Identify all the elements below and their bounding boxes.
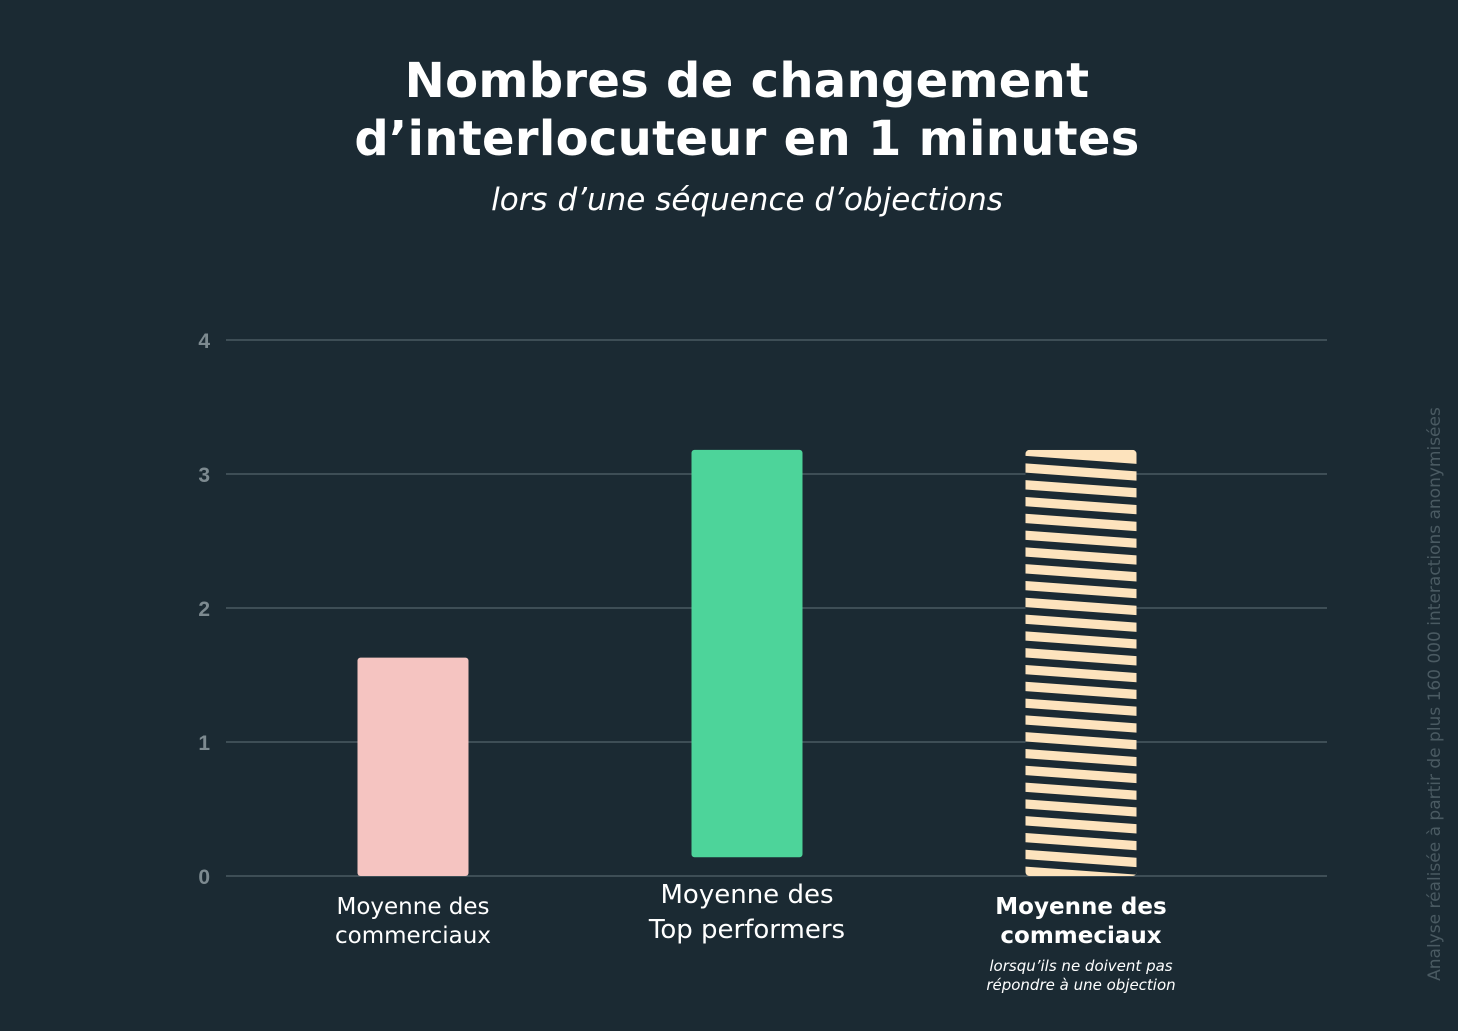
bar-3-stripe-7 bbox=[1025, 573, 1137, 589]
bar-3-stripe-13 bbox=[1025, 674, 1137, 690]
bar-3-stripe-14 bbox=[1025, 691, 1137, 707]
chart-title-line-1: Nombres de changement bbox=[404, 53, 1090, 109]
bars bbox=[357, 449, 1137, 876]
bar-3-stripe-24 bbox=[1025, 859, 1137, 875]
x-label-note-line-2: répondre à une objection bbox=[986, 976, 1176, 994]
bar-3-stripe-18 bbox=[1025, 758, 1137, 774]
x-label-top-performers-line-2: Top performers bbox=[648, 915, 846, 945]
side-note: Analyse réalisée à partir de plus 160 00… bbox=[1425, 407, 1445, 981]
bar-3-stripe-9 bbox=[1025, 607, 1137, 623]
bar-3-stripe-20 bbox=[1025, 791, 1137, 808]
chart-title-line-2: d’interlocuteur en 1 minutes bbox=[354, 111, 1140, 167]
chart-subtitle: lors d’une séquence d’objections bbox=[491, 182, 1003, 218]
bar-3-stripe-4 bbox=[1025, 523, 1137, 539]
x-label-top-performers: Moyenne des Top performers bbox=[597, 878, 897, 948]
bar-3-stripe-8 bbox=[1025, 590, 1137, 606]
bar-3-stripe-2 bbox=[1025, 489, 1137, 505]
y-tick-label-3: 3 bbox=[198, 464, 210, 487]
bar-3-stripe-22 bbox=[1025, 825, 1137, 841]
bar-3-stripe-6 bbox=[1025, 556, 1137, 573]
bar-3-stripe-16 bbox=[1025, 724, 1137, 741]
x-label-top-performers-line-1: Moyenne des bbox=[660, 880, 834, 910]
bar-3-stripe-10 bbox=[1025, 623, 1137, 640]
bar-3-stripe-3 bbox=[1025, 506, 1137, 522]
y-tick-label-2: 2 bbox=[198, 598, 210, 621]
bar-3-stripe-1 bbox=[1025, 472, 1137, 489]
bar-3-stripe-25 bbox=[1025, 875, 1137, 876]
x-label-commeciaux-line-1: Moyenne des bbox=[995, 894, 1167, 920]
bar-1 bbox=[357, 657, 469, 876]
x-label-commerciaux-line-2: commerciaux bbox=[335, 923, 491, 949]
bar-3-stripe-17 bbox=[1025, 741, 1137, 757]
x-label-commeciaux-line-2: commeciaux bbox=[1000, 923, 1162, 949]
chart-title: Nombres de changement d’interlocuteur en… bbox=[0, 52, 1458, 168]
bar-3-stripe-12 bbox=[1025, 657, 1137, 673]
bar-3-stripe-23 bbox=[1025, 842, 1137, 858]
y-tick-label-0: 0 bbox=[198, 866, 210, 889]
bar-2 bbox=[691, 449, 803, 858]
bar-3-stripe-19 bbox=[1025, 775, 1137, 791]
bar-3-stripe-21 bbox=[1025, 808, 1137, 825]
x-label-commerciaux-line-1: Moyenne des bbox=[336, 894, 490, 920]
y-tick-label-4: 4 bbox=[198, 330, 210, 353]
x-label-commerciaux: Moyenne des commerciaux bbox=[263, 893, 563, 951]
x-label-note-line-1: lorsqu’ils ne doivent pas bbox=[989, 957, 1173, 975]
bar-3-stripe-11 bbox=[1025, 640, 1137, 657]
bar-3-stripe-5 bbox=[1025, 539, 1137, 556]
bar-3-stripe-0 bbox=[1025, 455, 1137, 472]
bar-3-stripe-15 bbox=[1025, 707, 1137, 724]
bar-3 bbox=[1025, 449, 1137, 876]
x-label-note: lorsqu’ils ne doivent pas répondre à une… bbox=[931, 957, 1231, 995]
y-tick-label-1: 1 bbox=[198, 732, 210, 755]
y-axis-ticks: 0 1 2 3 4 bbox=[198, 330, 210, 889]
x-label-commeciaux-no-objection: Moyenne des commeciaux lorsqu’ils ne doi… bbox=[931, 893, 1231, 995]
